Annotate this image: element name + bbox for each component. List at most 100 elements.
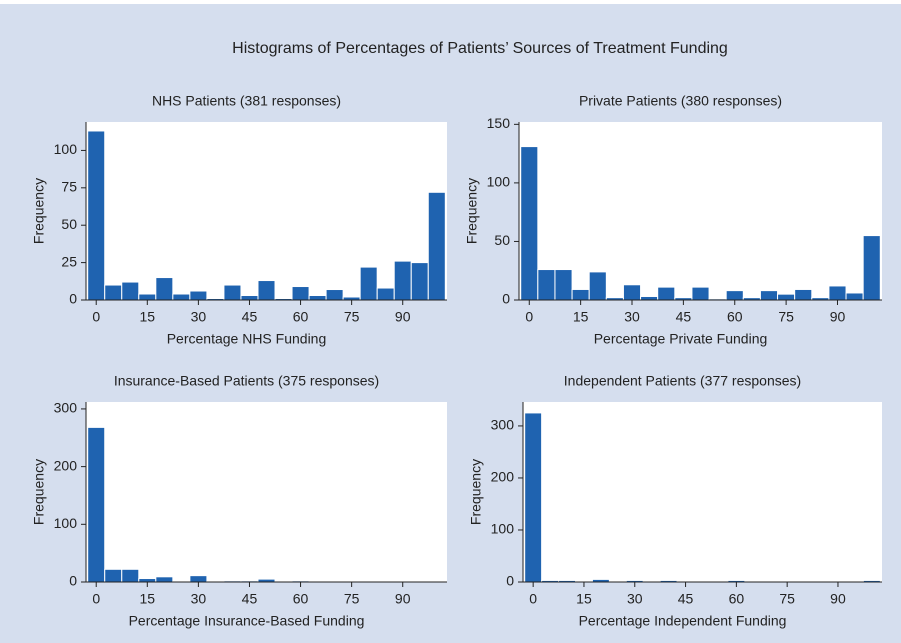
y-axis-label: Frequency — [31, 459, 47, 525]
y-axis-label: Frequency — [31, 178, 47, 244]
y-tick-label: 200 — [491, 469, 515, 485]
x-tick-label: 75 — [779, 591, 795, 607]
x-tick-label: 45 — [678, 591, 694, 607]
x-tick-label: 90 — [830, 309, 846, 325]
plot-area — [86, 402, 447, 582]
y-tick-label: 0 — [502, 291, 510, 307]
bar — [104, 568, 123, 583]
x-tick-label: 75 — [344, 309, 360, 325]
x-tick-label: 0 — [529, 591, 537, 607]
x-tick-label: 90 — [830, 591, 846, 607]
bar — [759, 290, 779, 301]
bar — [291, 286, 310, 301]
x-tick-label: 30 — [191, 309, 207, 325]
bar — [845, 292, 864, 301]
y-tick-label: 150 — [487, 115, 511, 131]
x-axis-label: Percentage Private Funding — [594, 331, 768, 347]
bar — [172, 293, 191, 301]
y-tick-label: 100 — [54, 515, 78, 531]
bar — [524, 412, 543, 583]
x-tick-label: 15 — [140, 309, 156, 325]
x-tick-label: 15 — [140, 591, 156, 607]
y-tick-label: 100 — [491, 521, 515, 537]
bar — [155, 576, 174, 583]
bar — [104, 284, 123, 301]
x-tick-label: 90 — [395, 591, 411, 607]
bar — [325, 289, 344, 301]
top-strip — [0, 0, 901, 4]
x-tick-label: 15 — [576, 591, 592, 607]
bar — [777, 293, 796, 301]
x-tick-label: 60 — [293, 309, 309, 325]
bar — [138, 293, 157, 301]
subplot-title: NHS Patients (381 responses) — [152, 93, 341, 109]
bar — [189, 290, 208, 301]
x-tick-label: 45 — [242, 309, 258, 325]
x-tick-label: 60 — [293, 591, 309, 607]
bar — [622, 284, 642, 301]
bar — [794, 288, 813, 301]
y-tick-label: 100 — [487, 174, 511, 190]
bar — [691, 286, 710, 301]
bar — [223, 284, 242, 301]
bar — [520, 146, 539, 301]
bar — [87, 426, 106, 583]
bar — [862, 235, 881, 301]
x-tick-label: 30 — [627, 591, 643, 607]
y-tick-label: 0 — [506, 573, 514, 589]
x-tick-label: 30 — [191, 591, 207, 607]
x-tick-label: 0 — [525, 309, 533, 325]
x-tick-label: 75 — [778, 309, 794, 325]
plot-area — [86, 122, 447, 300]
bar — [240, 295, 259, 301]
bar — [308, 295, 327, 301]
bar — [427, 191, 446, 301]
x-axis-label: Percentage Insurance-Based Funding — [129, 613, 365, 629]
bar — [121, 568, 140, 583]
x-axis-label: Percentage Independent Funding — [579, 613, 787, 629]
x-tick-label: 30 — [624, 309, 640, 325]
bar — [121, 281, 140, 301]
figure-title: Histograms of Percentages of Patients’ S… — [232, 40, 728, 57]
bar — [393, 260, 412, 301]
bar — [189, 575, 208, 583]
x-tick-label: 0 — [92, 309, 100, 325]
bar — [138, 578, 157, 583]
y-tick-label: 25 — [61, 253, 77, 269]
bar — [359, 266, 378, 301]
y-tick-label: 0 — [69, 573, 77, 589]
subplot-title: Insurance-Based Patients (375 responses) — [114, 373, 379, 389]
bar — [725, 290, 744, 301]
bar — [657, 286, 676, 301]
subplot-title: Independent Patients (377 responses) — [564, 373, 801, 389]
bar — [588, 271, 607, 301]
x-tick-label: 0 — [92, 591, 100, 607]
bar — [257, 280, 276, 301]
bar — [554, 269, 573, 301]
y-tick-label: 200 — [54, 457, 78, 473]
y-tick-label: 100 — [54, 141, 78, 157]
x-tick-label: 45 — [242, 591, 258, 607]
x-tick-label: 60 — [729, 591, 745, 607]
bar — [155, 277, 174, 301]
x-tick-label: 75 — [344, 591, 360, 607]
bar — [87, 130, 106, 301]
y-axis-label: Frequency — [464, 178, 480, 244]
y-tick-label: 50 — [494, 232, 510, 248]
plot-area — [519, 122, 882, 300]
y-tick-label: 0 — [69, 291, 77, 307]
bar — [828, 285, 847, 301]
x-tick-label: 45 — [676, 309, 692, 325]
subplot-title: Private Patients (380 responses) — [579, 93, 782, 109]
x-tick-label: 15 — [573, 309, 589, 325]
bar — [376, 287, 395, 301]
x-tick-label: 60 — [727, 309, 743, 325]
plot-area — [523, 402, 882, 582]
bar — [410, 262, 429, 301]
x-axis-label: Percentage NHS Funding — [167, 331, 327, 347]
bar — [571, 288, 590, 301]
y-axis-label: Frequency — [468, 459, 484, 525]
y-tick-label: 300 — [491, 417, 515, 433]
